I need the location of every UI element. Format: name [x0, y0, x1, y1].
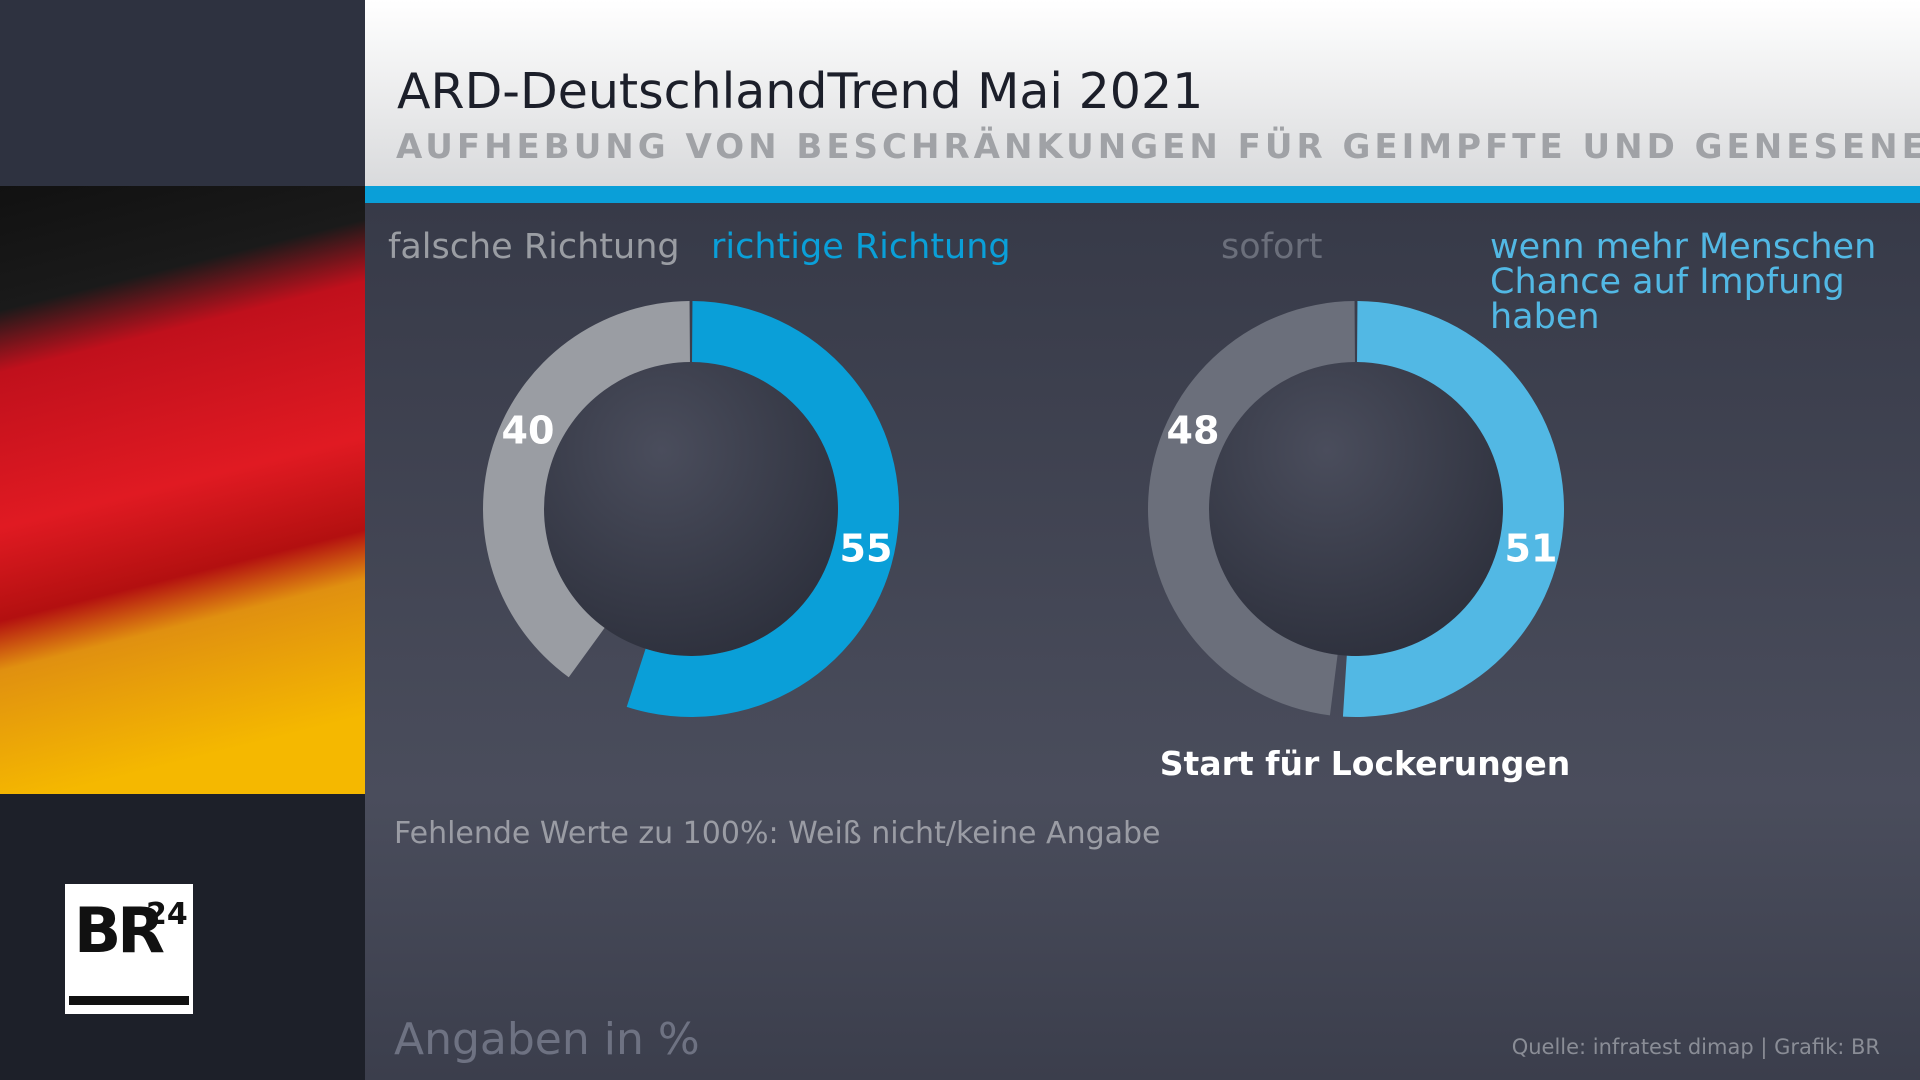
- logo-brand: BR: [74, 894, 164, 967]
- legend-label: wenn mehr Menschen Chance auf Impfung ha…: [1490, 227, 1877, 337]
- value-label: 40: [502, 409, 555, 453]
- unit: Angaben in %: [394, 1014, 700, 1065]
- flag-image: [0, 186, 365, 794]
- legend-label: falsche Richtung: [388, 227, 680, 267]
- chart-title: Start für Lockerungen: [1160, 744, 1570, 783]
- header-stripe: [365, 186, 1920, 203]
- source: Quelle: infratest dimap | Grafik: BR: [1512, 1035, 1880, 1060]
- header: [365, 0, 1920, 186]
- value-label: 55: [840, 527, 893, 571]
- note: Fehlende Werte zu 100%: Weiß nicht/keine…: [394, 816, 1161, 851]
- side-top: [0, 0, 365, 186]
- logo-box: [65, 884, 193, 1014]
- subtitle: AUFHEBUNG VON BESCHRÄNKUNGEN FÜR GEIMPFT…: [396, 126, 1920, 167]
- donut-segment: [1342, 301, 1564, 717]
- title: ARD-DeutschlandTrend Mai 2021: [397, 63, 1203, 120]
- donut-hole: [544, 362, 838, 656]
- donut-hole: [1209, 362, 1503, 656]
- value-label: 51: [1505, 527, 1558, 571]
- logo-number: 24: [146, 897, 188, 932]
- donut-segment: [482, 301, 690, 678]
- legend-label: richtige Richtung: [711, 227, 1011, 267]
- donut-segment: [1147, 301, 1355, 716]
- footer-area: [365, 794, 1920, 1080]
- donut-segment: [626, 301, 899, 717]
- logo-bar: [69, 996, 189, 1005]
- legend-label: sofort: [1221, 227, 1323, 267]
- value-label: 48: [1167, 409, 1220, 453]
